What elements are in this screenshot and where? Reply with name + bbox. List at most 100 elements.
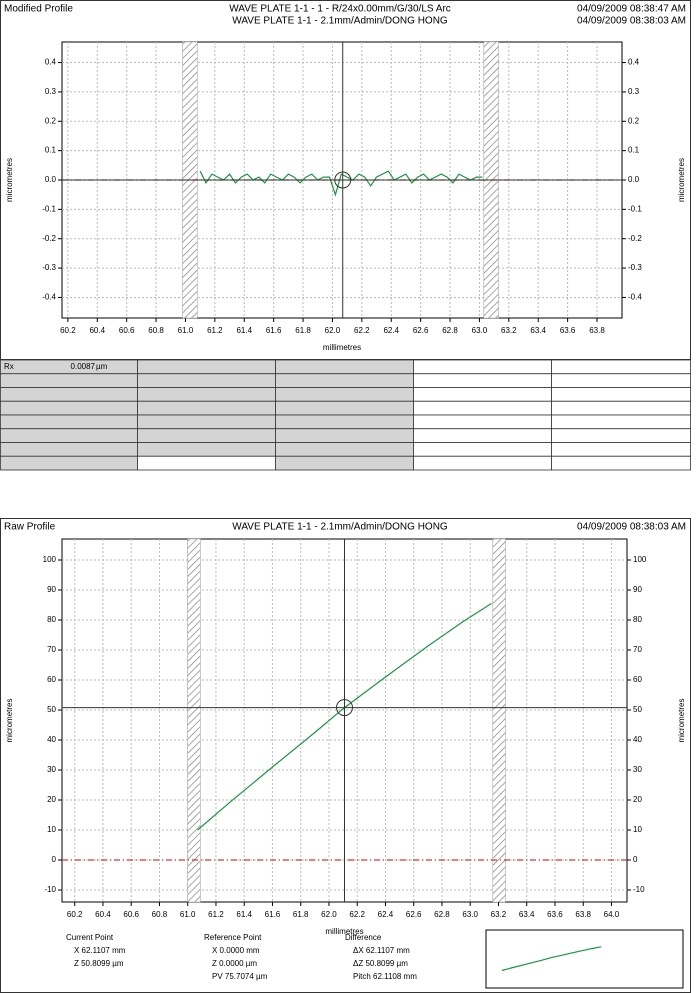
table-cell: [551, 400, 691, 416]
y-tick-label: 10: [47, 825, 56, 834]
readout-line: X 62.1107 mm: [74, 946, 126, 955]
table-cell: [275, 414, 414, 430]
y-tick-label: 20: [47, 795, 56, 804]
table-cell: [0, 442, 138, 457]
x-tick-label: 60.8: [152, 910, 168, 919]
table-cell: [413, 359, 552, 375]
preview-box: [485, 929, 684, 989]
table-cell: [0, 428, 138, 443]
x-axis-label: millimetres: [325, 927, 363, 936]
x-tick-label: 62.2: [354, 326, 370, 335]
x-tick-label: 60.4: [89, 326, 105, 335]
y-tick-label: -0.4: [42, 293, 56, 302]
table-cell: [413, 442, 552, 457]
x-tick-label: 62.8: [434, 910, 450, 919]
table-cell: [551, 442, 691, 457]
table-cell: [413, 387, 552, 402]
y-tick-label-right: 80: [633, 615, 642, 624]
x-tick-label: 60.4: [95, 910, 111, 919]
x-tick-label: 60.2: [60, 326, 76, 335]
y-tick-label-right: 0.4: [628, 58, 640, 67]
x-tick-label: 61.2: [208, 910, 224, 919]
x-tick-label: 62.4: [378, 910, 394, 919]
y-tick-label: 0: [52, 855, 57, 864]
x-tick-label: 60.8: [148, 326, 164, 335]
y-tick-label: 80: [47, 615, 56, 624]
x-tick-label: 63.2: [501, 326, 517, 335]
table-cell: [137, 428, 276, 443]
table-cell: [0, 359, 138, 375]
x-tick-label: 62.8: [442, 326, 458, 335]
x-tick-label: 63.0: [472, 326, 488, 335]
table-text: Rx: [4, 362, 14, 371]
table-cell: [0, 373, 138, 388]
profile-header: WAVE PLATE 1-1 - 1 - R/24x0.00mm/G/30/LS…: [229, 4, 451, 15]
readout-line: ΔZ 50.8099 µm: [353, 959, 408, 968]
x-tick-label: 61.0: [178, 326, 194, 335]
table-cell: [413, 414, 552, 430]
x-tick-label: 61.8: [293, 910, 309, 919]
x-tick-label: 63.4: [519, 910, 535, 919]
y-axis-label: micrometres: [5, 698, 14, 742]
y-tick-label-right: 70: [633, 645, 642, 654]
table-cell: [137, 455, 276, 471]
table-cell: [137, 359, 276, 375]
y-tick-label-right: 0.1: [628, 146, 640, 155]
table-cell: [0, 387, 138, 402]
x-tick-label: 62.2: [349, 910, 365, 919]
y-tick-label-right: 40: [633, 735, 642, 744]
table-cell: [275, 373, 414, 388]
panel-title: Raw Profile: [4, 522, 56, 533]
table-cell: [551, 359, 691, 375]
readout-title: Reference Point: [204, 933, 262, 942]
readout-line: ΔX 62.1107 mm: [353, 946, 410, 955]
x-tick-label: 62.6: [413, 326, 429, 335]
exclusion-band: [187, 538, 201, 903]
y-tick-label: 30: [47, 765, 56, 774]
table-cell: [275, 387, 414, 402]
panel-modified: [0, 0, 691, 360]
y-tick-label: 60: [47, 675, 56, 684]
profile-header: WAVE PLATE 1-1 - 2.1mm/Admin/DONG HONG: [232, 522, 448, 533]
table-cell: [0, 414, 138, 430]
y-tick-label: 0.2: [45, 116, 57, 125]
readout-line: Z 0.0000 µm: [212, 959, 257, 968]
readout-line: Z 50.8099 µm: [74, 959, 124, 968]
table-cell: [0, 400, 138, 416]
y-tick-label: -0.1: [42, 204, 56, 213]
y-tick-label-right: 60: [633, 675, 642, 684]
readout-line: Pitch 62.1108 mm: [353, 972, 417, 981]
table-cell: [413, 373, 552, 388]
table-cell: [275, 442, 414, 457]
x-tick-label: 63.4: [530, 326, 546, 335]
y-tick-label-right: 100: [633, 555, 647, 564]
y-tick-label: -10: [44, 885, 56, 894]
table-cell: [275, 455, 414, 471]
table-cell: [137, 442, 276, 457]
table-cell: [413, 400, 552, 416]
x-tick-label: 61.6: [265, 910, 281, 919]
x-tick-label: 63.8: [589, 326, 605, 335]
timestamp: 04/09/2009 08:38:03 AM: [577, 522, 686, 533]
table-cell: [137, 414, 276, 430]
y-tick-label: -0.3: [42, 263, 56, 272]
y-tick-label: 0.1: [45, 146, 57, 155]
x-tick-label: 61.4: [236, 326, 252, 335]
y-tick-label-right: -0.1: [628, 204, 642, 213]
y-tick-label-right: 90: [633, 585, 642, 594]
x-tick-label: 60.6: [123, 910, 139, 919]
y-tick-label: 0.0: [45, 175, 57, 184]
table-text: 0.0087: [71, 362, 96, 371]
table-cell: [551, 373, 691, 388]
x-tick-label: 63.2: [491, 910, 507, 919]
timestamp: 04/09/2009 08:38:47 AM: [577, 4, 686, 15]
y-tick-label-right: 50: [633, 705, 642, 714]
x-tick-label: 60.6: [119, 326, 135, 335]
x-tick-label: 61.0: [180, 910, 196, 919]
x-tick-label: 63.6: [560, 326, 576, 335]
table-cell: [137, 400, 276, 416]
x-tick-label: 62.0: [325, 326, 341, 335]
y-tick-label-right: -0.3: [628, 263, 642, 272]
profile-line: [199, 170, 483, 197]
y-tick-label-right: -10: [633, 885, 645, 894]
